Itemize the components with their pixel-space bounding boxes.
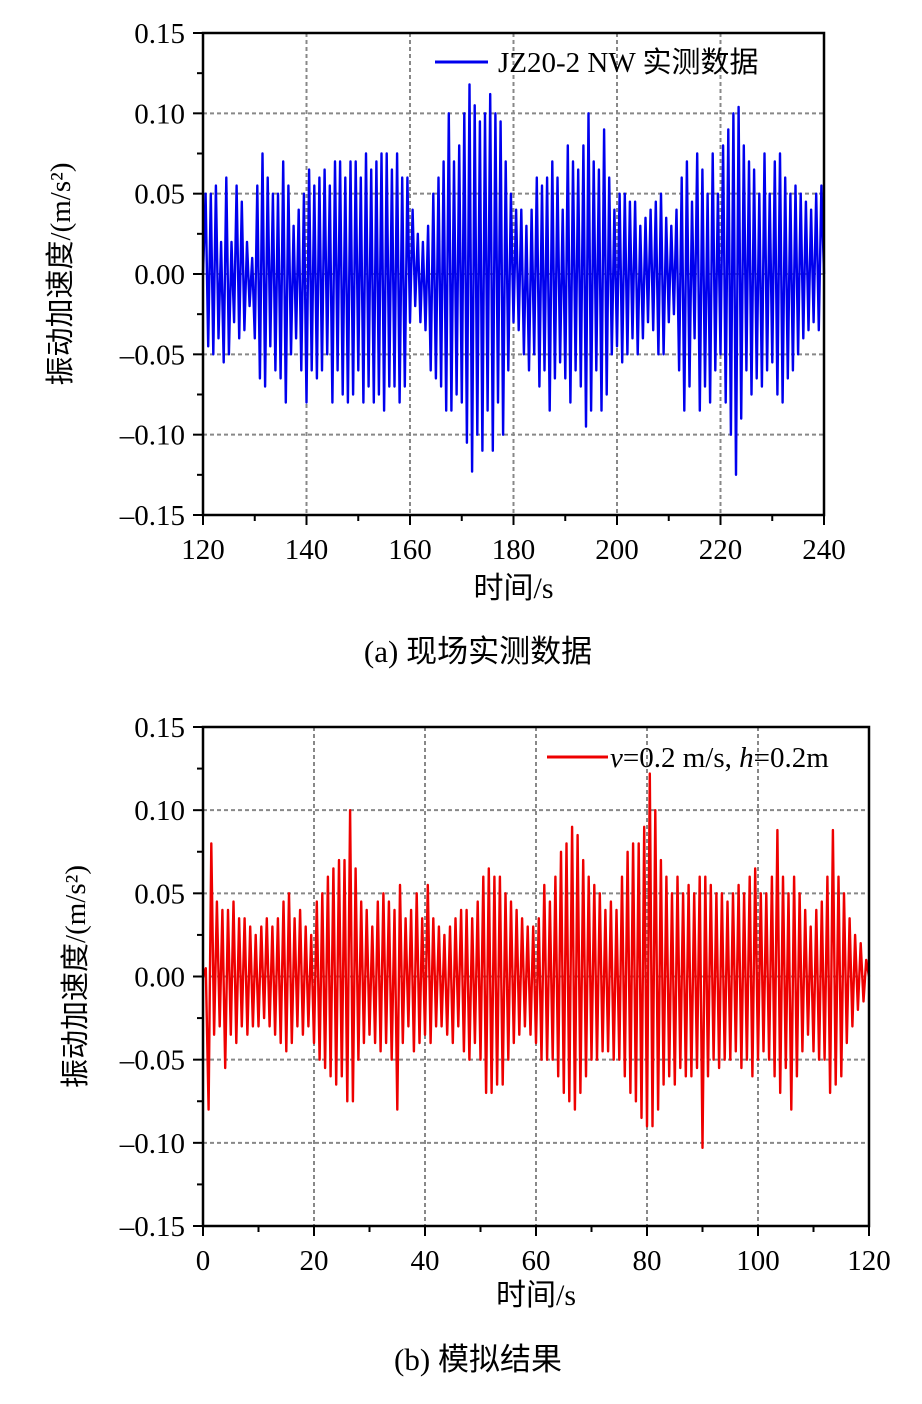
figure-caption: (a) 现场实测数据	[364, 634, 592, 669]
x-tick-label: 200	[595, 534, 639, 566]
legend-label: v=0.2 m/s, h=0.2m	[610, 742, 829, 774]
y-tick-label: 0.05	[134, 179, 185, 211]
figure-caption: (b) 模拟结果	[394, 1342, 562, 1377]
x-tick-label: 120	[847, 1245, 891, 1277]
x-axis-label: 时间/s	[496, 1279, 576, 1312]
y-tick-label: 0.10	[134, 98, 185, 130]
x-tick-label: 100	[736, 1245, 780, 1277]
data-series-line	[201, 772, 871, 1149]
y-tick-label: –0.05	[119, 1045, 185, 1077]
x-tick-label: 140	[285, 534, 329, 566]
y-tick-label: 0.05	[134, 878, 185, 910]
y-tick-label: 0.15	[134, 712, 185, 744]
x-tick-label: 60	[522, 1245, 551, 1277]
x-tick-label: 120	[181, 534, 225, 566]
x-tick-label: 160	[388, 534, 432, 566]
data-series-line	[201, 83, 826, 476]
x-tick-label: 40	[411, 1245, 440, 1277]
legend-label-part: =0.2m	[754, 742, 830, 774]
chart-panel-a: 120 140 160 180 200 220 240 0.15 0.10 0.05 0.00 –0.…	[44, 18, 846, 669]
x-tick-label: 220	[699, 534, 743, 566]
y-tick-label: –0.10	[119, 1128, 185, 1160]
y-tick-label: 0.10	[134, 795, 185, 827]
x-tick-label: 0	[196, 1245, 211, 1277]
legend-label: JZ20-2 NW 实测数据	[498, 46, 758, 79]
legend-label-part: v	[610, 742, 623, 774]
y-tick-label: –0.05	[119, 339, 185, 371]
x-tick-label: 80	[633, 1245, 662, 1277]
y-axis-label: 振动加速度/(m/s²)	[44, 163, 77, 386]
y-tick-label: –0.15	[119, 1211, 185, 1243]
y-tick-label: –0.15	[119, 500, 185, 532]
x-tick-label: 180	[492, 534, 536, 566]
chart-panel-b: 0 20 40 60 80 100 120 0.15 0.10 0.05 0.00 –0.05 –0.1…	[59, 712, 891, 1377]
y-tick-label: 0.00	[134, 259, 185, 291]
y-tick-label: 0.15	[134, 18, 185, 50]
y-tick-label: 0.00	[134, 962, 185, 994]
legend-label-part: =0.2 m/s,	[623, 742, 739, 774]
x-axis-label: 时间/s	[473, 572, 553, 605]
x-tick-label: 20	[300, 1245, 329, 1277]
x-tick-label: 240	[802, 534, 846, 566]
y-axis-label: 振动加速度/(m/s²)	[59, 865, 92, 1088]
legend-label-part: h	[739, 742, 754, 774]
y-tick-label: –0.10	[119, 420, 185, 452]
